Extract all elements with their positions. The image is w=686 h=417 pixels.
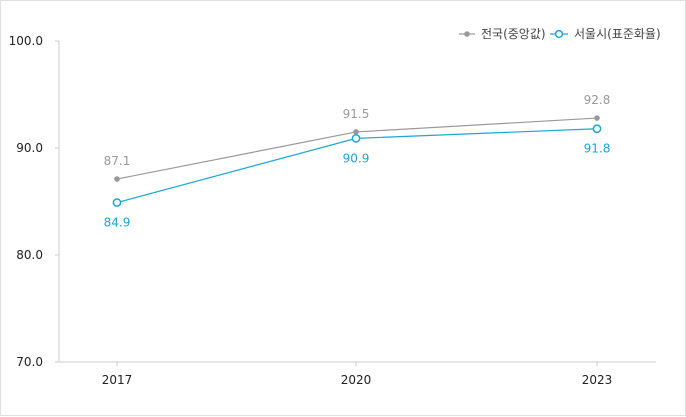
x-tick-label: 2020 <box>341 373 372 387</box>
series-2-point <box>351 134 361 143</box>
x-tick-label: 2017 <box>102 373 133 387</box>
series-2-data-label: 84.9 <box>104 216 131 230</box>
series-1-data-label: 91.5 <box>343 107 370 121</box>
series-1-point <box>353 129 359 135</box>
series-1-data-label: 87.1 <box>104 154 131 168</box>
series-1-data-label: 92.8 <box>584 93 611 107</box>
legend-marker-2 <box>554 29 564 39</box>
legend-marker-1 <box>464 31 470 37</box>
series-line-1 <box>116 117 598 180</box>
legend-label-1: 전국(중앙값) <box>481 27 546 41</box>
series-1-point <box>594 115 600 121</box>
series-2-data-label: 90.9 <box>343 151 370 165</box>
series-2-point <box>592 124 602 134</box>
y-tick-label: 100.0 <box>9 34 43 48</box>
x-tick-label: 2023 <box>582 373 613 387</box>
legend-label-2: 서울시(표준화율) <box>574 27 661 41</box>
series-2-data-label: 91.8 <box>584 142 611 156</box>
y-tick-label: 70.0 <box>16 355 43 369</box>
series-2-point <box>112 198 122 207</box>
series-1-point <box>114 176 120 182</box>
y-tick-label: 90.0 <box>16 141 43 155</box>
y-tick-label: 80.0 <box>16 248 43 262</box>
